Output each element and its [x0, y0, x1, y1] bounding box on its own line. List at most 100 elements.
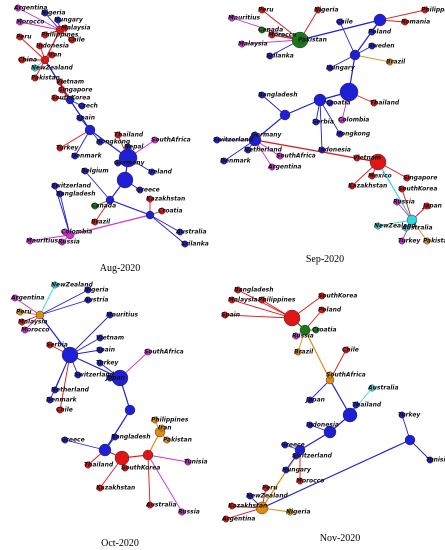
edge [39, 299, 89, 316]
country-label: Poland [318, 307, 342, 314]
edge [261, 439, 411, 509]
edge [59, 193, 71, 236]
country-label: Morocco [268, 32, 296, 39]
edge [29, 234, 71, 242]
country-node [401, 18, 409, 26]
edge [19, 36, 46, 61]
country-node [281, 441, 289, 449]
country-label: Philippines [421, 7, 445, 14]
country-label: Germany [114, 160, 146, 167]
country-label: Poland [368, 29, 392, 36]
edge [39, 284, 56, 316]
hub-node [373, 13, 387, 27]
edge [44, 29, 61, 61]
country-label: Kazakhstan [348, 183, 387, 190]
country-label: Mauritius [228, 15, 261, 22]
country-label: Australia [367, 385, 399, 392]
hub-node [35, 310, 45, 320]
hub-node [105, 195, 115, 205]
country-node [423, 237, 431, 245]
country-label: SouthKorea [51, 95, 90, 102]
country-label: Singapore [58, 87, 92, 94]
country-label: Russia [292, 333, 314, 340]
country-node [26, 237, 34, 245]
country-node [51, 94, 59, 102]
country-label: Morocco [16, 19, 44, 26]
country-node [16, 18, 24, 26]
country-node [106, 374, 114, 382]
edge [14, 297, 41, 316]
country-label: Germany [251, 132, 283, 139]
edge [379, 9, 426, 21]
country-label: Peru [258, 7, 274, 14]
country-label: Bangladesh [56, 191, 96, 198]
country-node [312, 326, 320, 334]
country-label: Mauritius [106, 312, 139, 319]
edge [225, 507, 263, 520]
country-label: SouthAfrica [276, 153, 316, 160]
country-label: SouthAfrica [144, 349, 184, 356]
country-label: Bangladesh [234, 287, 274, 294]
country-node [36, 42, 44, 50]
country-label: Vietnam [96, 335, 124, 342]
edge [401, 188, 413, 221]
country-node [56, 406, 64, 414]
country-node [352, 401, 360, 409]
country-label: Chile [56, 407, 73, 414]
country-node [16, 33, 24, 41]
country-label: Denmark [71, 153, 103, 160]
country-label: Nigeria [84, 287, 109, 294]
country-node [114, 131, 122, 139]
edge [339, 21, 356, 56]
edge [284, 99, 321, 116]
country-label: Argentina [221, 516, 255, 523]
country-label: Argentina [13, 5, 47, 12]
country-label: Thailand [370, 100, 400, 107]
country-node [51, 386, 59, 394]
country-label: Hongkong [336, 131, 371, 138]
edge [64, 439, 106, 451]
country-node [238, 40, 246, 48]
edge [231, 17, 301, 41]
country-label: Morocco [21, 327, 49, 334]
hub-node [339, 82, 359, 102]
hub-node [406, 214, 418, 226]
hub-node [404, 434, 416, 446]
country-label: Thailand [352, 402, 382, 409]
country-node [68, 36, 76, 44]
country-node [76, 114, 84, 122]
country-node [61, 24, 69, 32]
country-label: Japan [422, 203, 442, 210]
hub-node [313, 93, 327, 107]
country-node [318, 306, 326, 314]
country-node [163, 436, 171, 444]
country-node [326, 99, 334, 107]
country-label: NewZealand [374, 223, 416, 230]
country-node [181, 240, 189, 248]
country-label: Pakistan [423, 238, 445, 245]
country-label: Argentina [267, 164, 301, 171]
country-node [46, 396, 54, 404]
country-label: SouthAfrica [326, 372, 366, 379]
country-label: Romania [401, 19, 430, 26]
caption: Oct-2020 [101, 538, 139, 549]
country-label: Greece [281, 442, 305, 449]
country-label: NewZealand [246, 493, 288, 500]
country-node [292, 332, 300, 340]
country-node [58, 238, 66, 246]
country-node [220, 157, 228, 165]
country-label: Thailand [114, 132, 144, 139]
country-node [213, 136, 221, 144]
country-node [176, 228, 184, 236]
country-label: Spain [96, 347, 115, 354]
country-label: Malaysia [228, 297, 258, 304]
country-node [246, 492, 254, 500]
country-node [266, 52, 274, 60]
country-node [318, 146, 326, 154]
country-label: Argentina [10, 295, 44, 302]
edge [69, 354, 121, 379]
country-label: Singapore [403, 175, 437, 182]
country-node [96, 359, 104, 367]
country-label: Nigeria [314, 7, 339, 14]
hub-node [142, 449, 154, 461]
